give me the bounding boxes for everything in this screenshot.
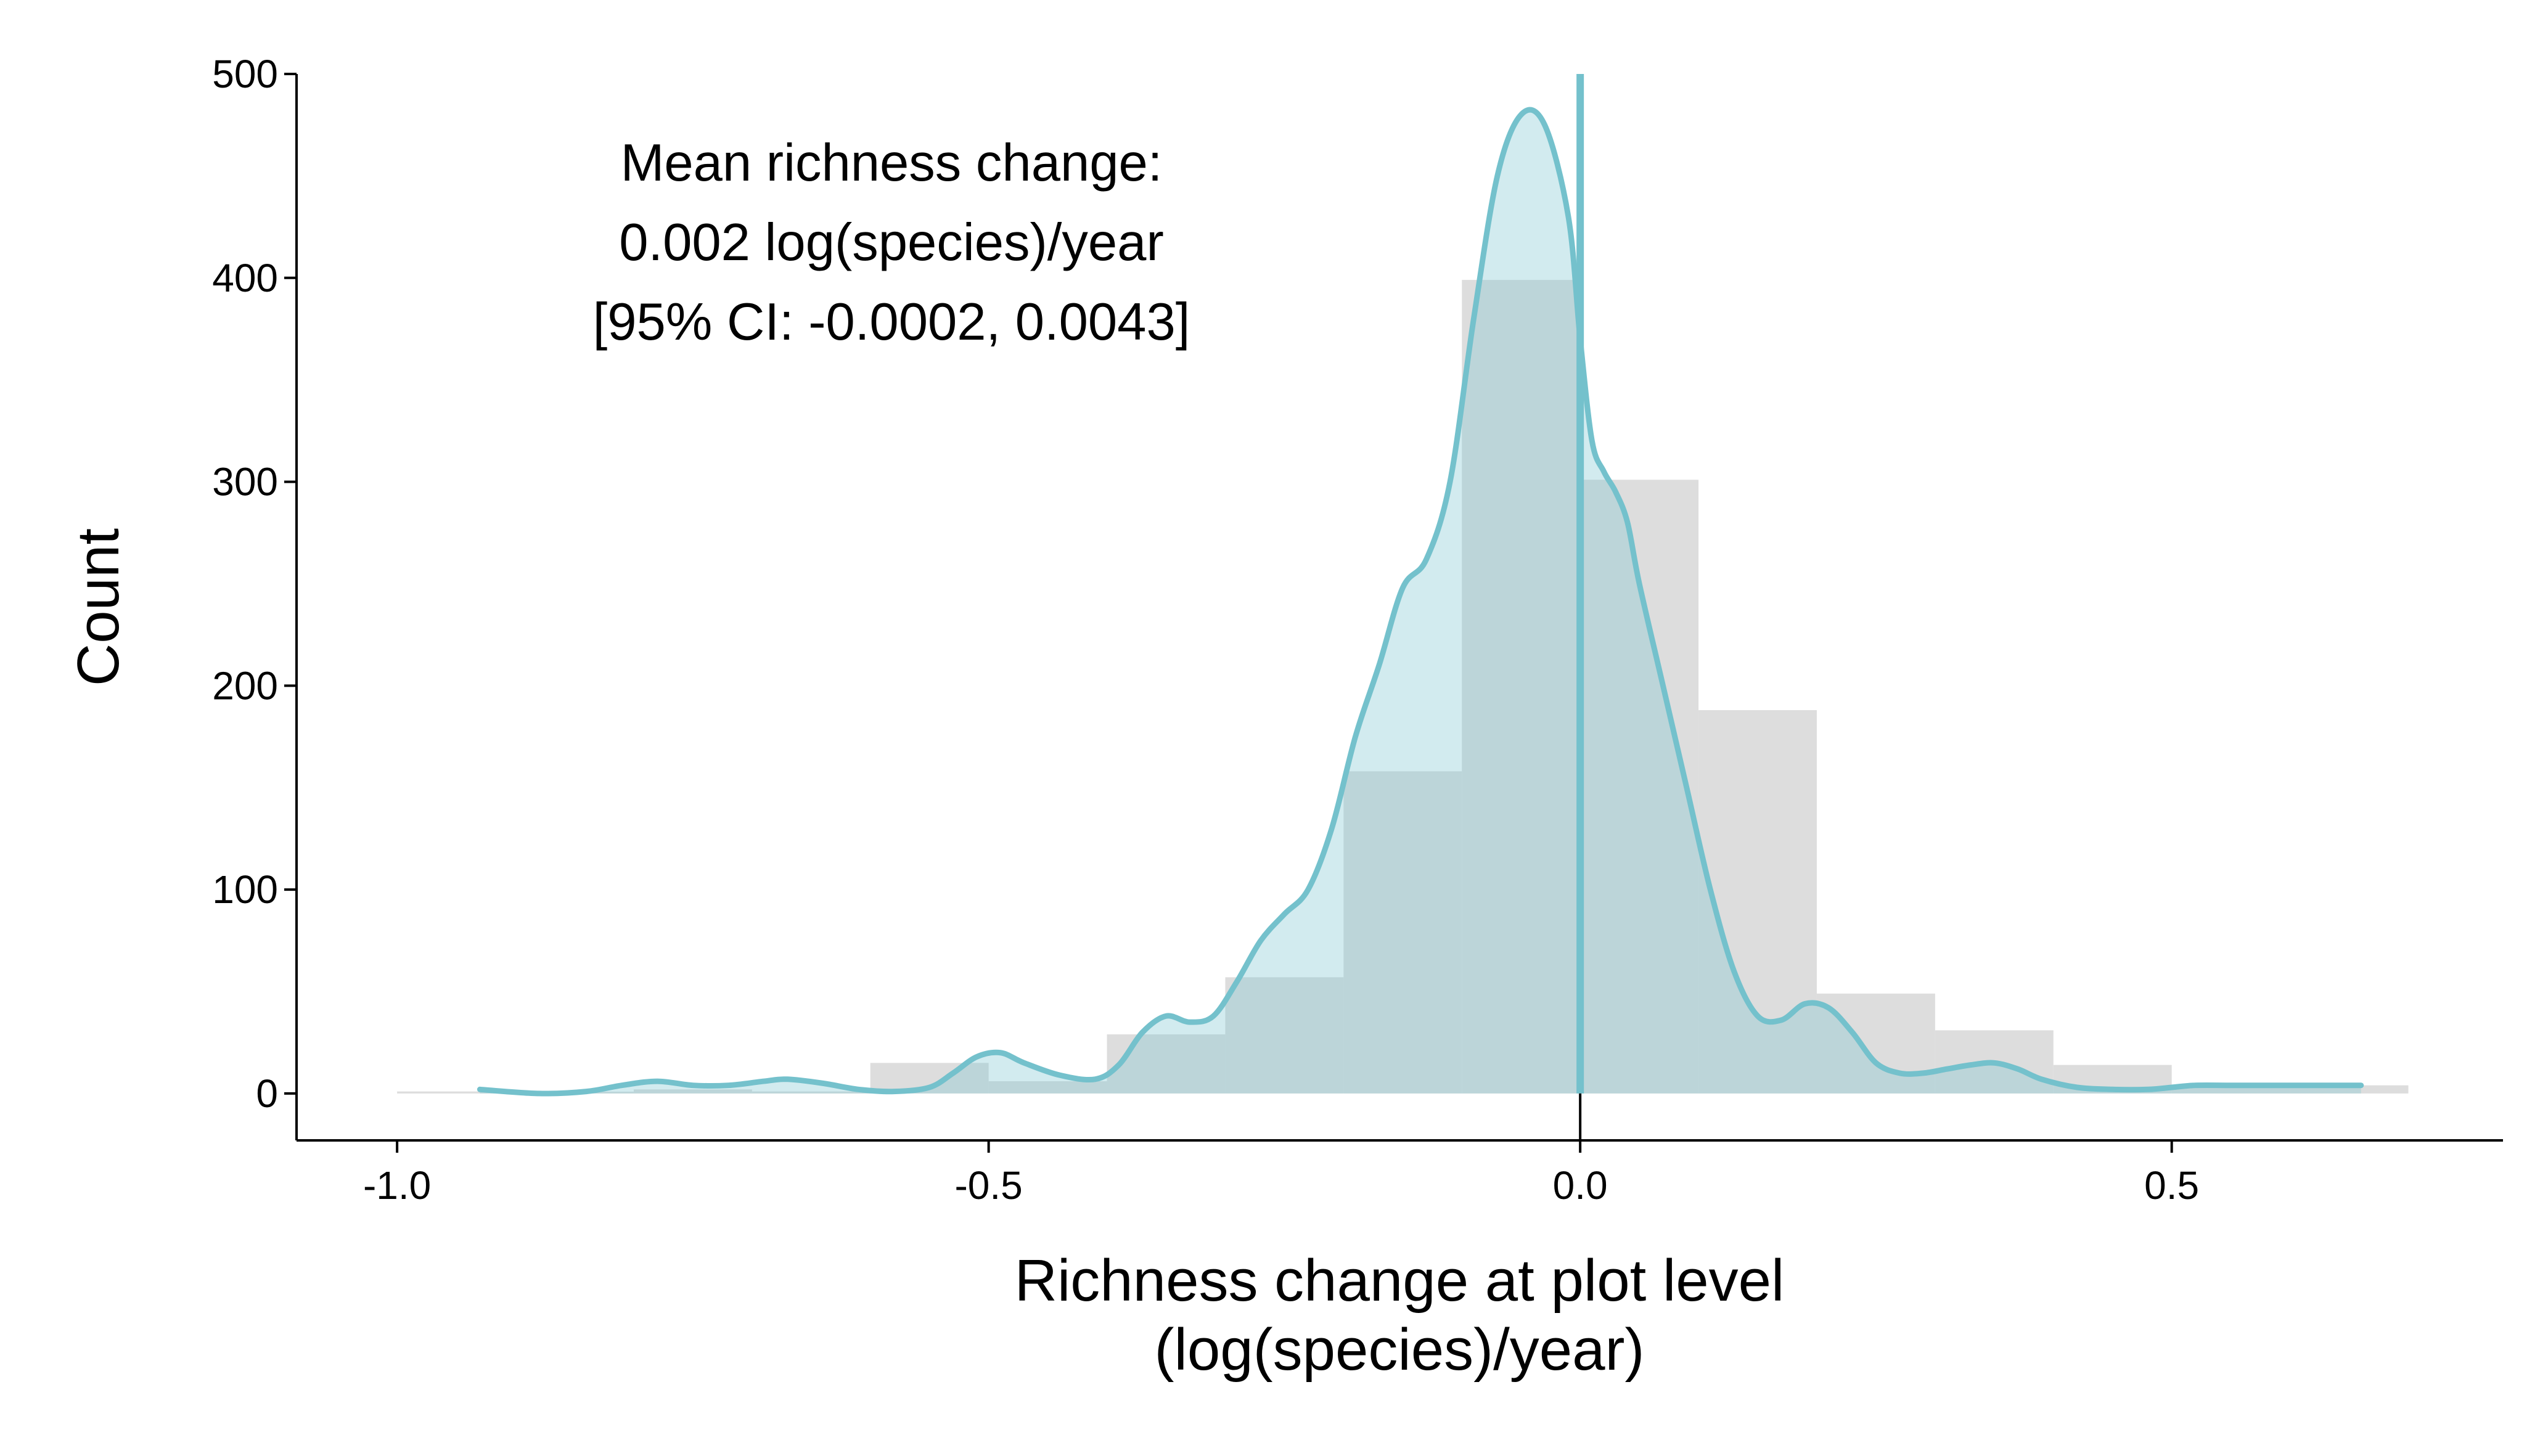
axes — [295, 74, 2503, 1142]
histogram-bar-8 — [1343, 771, 1462, 1094]
histogram-bar-6 — [1107, 1034, 1226, 1094]
histogram-bar-2 — [633, 1089, 752, 1094]
x-axis-title-line-1: Richness change at plot level — [1015, 1248, 1785, 1314]
histogram-bar-15 — [2171, 1087, 2290, 1094]
histogram-bar-12 — [1816, 993, 1935, 1094]
y-tick-label: 0 — [256, 1071, 278, 1116]
histogram-bar-9 — [1462, 280, 1581, 1094]
y-tick-label: 200 — [212, 663, 278, 708]
histogram-bars — [397, 280, 2409, 1094]
density-line — [477, 107, 2364, 1097]
annotation-line-1: Mean richness change: — [621, 134, 1163, 192]
x-tick-label: -0.5 — [954, 1163, 1022, 1208]
y-tick-label: 500 — [212, 52, 278, 96]
histogram-bar-7 — [1225, 977, 1344, 1094]
density-fill — [480, 110, 2361, 1094]
y-tick-label: 300 — [212, 460, 278, 504]
annotation-line-3: [95% CI: -0.0002, 0.0043] — [593, 293, 1190, 351]
histogram-bar-0 — [397, 1091, 516, 1094]
histogram-bar-11 — [1698, 710, 1817, 1094]
annotation-line-2: 0.002 log(species)/year — [619, 213, 1164, 272]
density-layer — [477, 74, 2364, 1140]
y-tick-label: 100 — [212, 867, 278, 912]
histogram-bar-3 — [752, 1091, 870, 1094]
y-axis-title: Count — [65, 528, 131, 686]
x-tick-label: 0.0 — [1553, 1163, 1608, 1208]
histogram-bar-5 — [988, 1081, 1107, 1094]
y-axis-ticks: 0 100 200 300 400 500 — [212, 52, 297, 1116]
x-axis-title-line-2: (log(species)/year) — [1155, 1317, 1645, 1383]
y-tick-label: 400 — [212, 256, 278, 300]
x-tick-label: -1.0 — [363, 1163, 431, 1208]
x-tick-label: 0.5 — [2144, 1163, 2199, 1208]
x-axis-ticks: -1.0 -0.5 0.0 0.5 — [363, 1140, 2199, 1208]
